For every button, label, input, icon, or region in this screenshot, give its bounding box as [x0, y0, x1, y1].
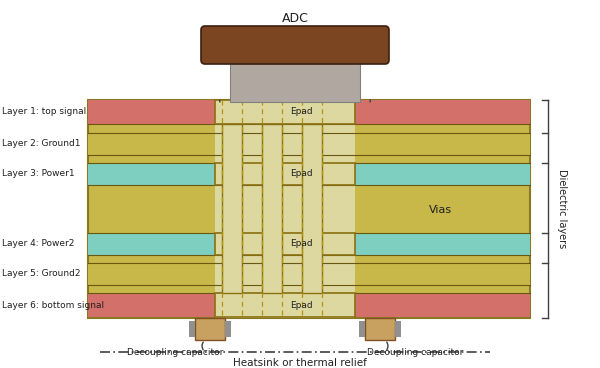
Bar: [88, 293, 215, 317]
Bar: [88, 263, 215, 285]
Bar: [88, 163, 215, 185]
Bar: [365, 318, 395, 340]
Bar: [215, 293, 355, 317]
Text: Epad: Epad: [290, 107, 313, 117]
Text: Heatsink or thermal relief: Heatsink or thermal relief: [233, 358, 367, 368]
Bar: [355, 100, 530, 124]
Text: Decoupling capacitor: Decoupling capacitor: [367, 348, 463, 357]
Text: Dielectric layers: Dielectric layers: [557, 169, 567, 249]
Bar: [355, 163, 530, 185]
Text: ADC: ADC: [281, 12, 308, 25]
Text: Decoupling capacitor: Decoupling capacitor: [127, 348, 223, 357]
Bar: [88, 233, 215, 255]
Bar: [355, 263, 530, 285]
Bar: [355, 133, 530, 155]
Bar: [88, 100, 530, 318]
Bar: [189, 321, 195, 337]
Bar: [355, 293, 530, 317]
Bar: [262, 124, 282, 293]
Bar: [359, 321, 365, 337]
Text: Layer 6: bottom signal: Layer 6: bottom signal: [2, 301, 104, 309]
Text: Layer 2: Ground1: Layer 2: Ground1: [2, 139, 80, 149]
Text: Layer 3: Power1: Layer 3: Power1: [2, 170, 74, 178]
Text: Layer 5: Ground2: Layer 5: Ground2: [2, 269, 80, 279]
Bar: [215, 100, 355, 318]
Bar: [230, 58, 360, 102]
Text: Epad: Epad: [290, 240, 313, 248]
Bar: [395, 321, 401, 337]
Bar: [225, 321, 231, 337]
Text: Layer 1: top signal: Layer 1: top signal: [2, 107, 86, 117]
Bar: [195, 318, 225, 340]
Bar: [215, 233, 355, 255]
Text: Epad: Epad: [290, 301, 313, 309]
FancyBboxPatch shape: [201, 26, 389, 64]
Bar: [88, 133, 215, 155]
Bar: [302, 124, 322, 293]
Text: Vias: Vias: [428, 205, 452, 215]
Bar: [215, 100, 355, 124]
Bar: [88, 100, 215, 124]
Bar: [222, 124, 242, 293]
Bar: [355, 233, 530, 255]
Text: Layer 4: Power2: Layer 4: Power2: [2, 240, 74, 248]
Text: Epad: Epad: [290, 170, 313, 178]
Bar: [215, 163, 355, 185]
